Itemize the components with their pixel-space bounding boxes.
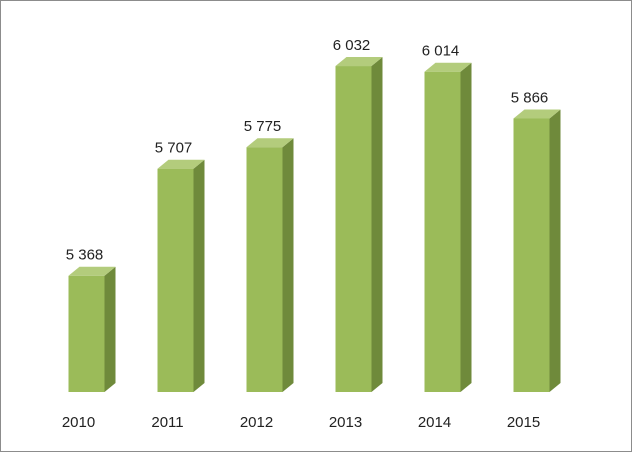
bar-side bbox=[104, 266, 116, 392]
bar-side bbox=[193, 159, 205, 392]
bar-top bbox=[68, 266, 116, 276]
value-label: 6 014 bbox=[422, 43, 460, 60]
x-tick-label: 2013 bbox=[329, 414, 362, 431]
bar-top bbox=[335, 57, 383, 67]
x-tick-label: 2011 bbox=[151, 414, 183, 431]
value-label: 5 707 bbox=[155, 140, 193, 157]
bar-top bbox=[424, 62, 472, 72]
x-tick-label: 2014 bbox=[418, 414, 451, 431]
value-label: 5 775 bbox=[244, 118, 282, 135]
bar bbox=[157, 168, 194, 392]
bar bbox=[513, 118, 550, 392]
bar-side bbox=[549, 109, 561, 392]
bar-side bbox=[460, 62, 472, 393]
bar-side bbox=[371, 57, 383, 393]
bar bbox=[335, 66, 372, 392]
value-label: 5 368 bbox=[66, 247, 104, 264]
bar bbox=[68, 275, 105, 392]
value-label: 5 866 bbox=[511, 89, 549, 106]
x-tick-label: 2012 bbox=[240, 414, 273, 431]
bar-side bbox=[282, 138, 294, 392]
value-label: 6 032 bbox=[333, 37, 371, 54]
bar bbox=[424, 71, 461, 393]
x-tick-label: 2010 bbox=[62, 414, 95, 431]
bar-top bbox=[513, 109, 561, 119]
bar-top bbox=[246, 138, 294, 148]
bar bbox=[246, 147, 283, 392]
x-tick-label: 2015 bbox=[507, 414, 540, 431]
bar-top bbox=[157, 159, 205, 169]
